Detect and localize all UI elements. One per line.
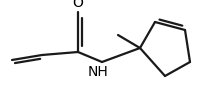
Text: NH: NH: [88, 65, 108, 79]
Text: O: O: [73, 0, 83, 10]
